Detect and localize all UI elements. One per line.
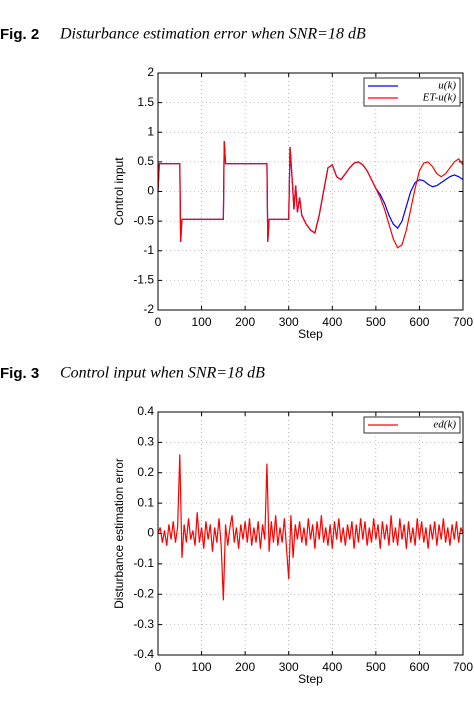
- y-tick-label: 0.4: [137, 404, 154, 418]
- plot-frame: [157, 411, 464, 656]
- y-tick-label: 0: [147, 526, 154, 540]
- y-tick-label: -1: [143, 243, 154, 257]
- y-tick-label: -2: [143, 302, 154, 316]
- data-line: [157, 454, 464, 601]
- x-tick-label: 200: [235, 660, 255, 674]
- y-axis-title: Disturbance estimation error: [112, 458, 126, 609]
- y-tick-label: -0.4: [133, 647, 154, 661]
- caption-text: Disturbance estimation error when SNR=18…: [59, 26, 366, 43]
- x-tick-label: 600: [409, 660, 429, 674]
- y-tick-label: 0.3: [137, 435, 154, 449]
- y-axis-title: Control input: [112, 157, 126, 226]
- y-tick-label: 1.5: [137, 95, 154, 109]
- y-tick-label: 0.5: [137, 154, 154, 168]
- x-tick-label: 0: [155, 660, 162, 674]
- x-tick-label: 100: [192, 660, 212, 674]
- x-axis-title: Step: [298, 327, 323, 341]
- legend-box: [363, 77, 461, 107]
- y-tick-label: -0.3: [133, 617, 154, 631]
- x-tick-label: 300: [279, 660, 299, 674]
- x-axis-title: Step: [298, 672, 323, 686]
- y-tick-label: 1: [147, 124, 154, 138]
- x-tick-label: 200: [235, 315, 255, 329]
- x-tick-label: 500: [366, 315, 386, 329]
- x-tick-label: 600: [409, 315, 429, 329]
- y-tick-label: -0.5: [133, 213, 154, 227]
- x-tick-label: 700: [453, 315, 473, 329]
- legend-label: ET-u(k): [422, 92, 457, 104]
- y-tick-label: 2: [147, 65, 154, 79]
- y-tick-label: 0.2: [137, 465, 154, 479]
- y-tick-label: -0.1: [133, 556, 154, 570]
- legend-label: u(k): [438, 80, 456, 92]
- y-tick-label: 0.1: [137, 495, 154, 509]
- y-tick-label: -0.2: [133, 586, 154, 600]
- x-tick-label: 500: [366, 660, 386, 674]
- caption-label: Fig. 3: [0, 365, 39, 382]
- data-line: [157, 141, 464, 249]
- caption-text: Control input when SNR=18 dB: [60, 365, 265, 382]
- x-tick-label: 100: [192, 315, 212, 329]
- y-tick-label: 0: [147, 184, 154, 198]
- caption-label: Fig. 2: [0, 26, 39, 43]
- x-tick-label: 400: [322, 315, 342, 329]
- x-tick-label: 400: [322, 660, 342, 674]
- legend-box: [363, 416, 461, 434]
- y-tick-label: -1.5: [133, 273, 154, 287]
- x-tick-label: 0: [155, 315, 162, 329]
- plot-frame: [157, 72, 464, 311]
- x-tick-label: 700: [453, 660, 473, 674]
- legend-label: ed(k): [433, 419, 456, 431]
- x-tick-label: 300: [279, 315, 299, 329]
